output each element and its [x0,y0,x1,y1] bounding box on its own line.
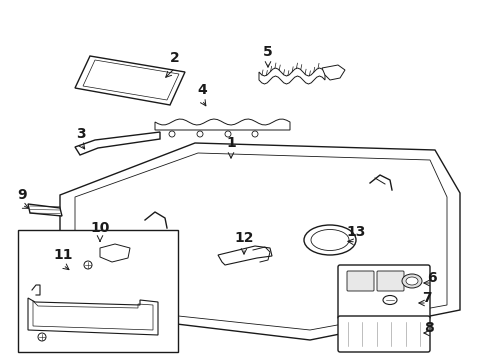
Polygon shape [28,204,62,216]
Text: 2: 2 [170,51,180,65]
Text: 6: 6 [427,271,436,285]
Polygon shape [75,132,160,155]
FancyBboxPatch shape [337,265,429,319]
Polygon shape [75,56,184,105]
Polygon shape [155,119,289,130]
Polygon shape [60,143,459,340]
Text: 1: 1 [225,136,235,150]
Text: 7: 7 [421,291,431,305]
Ellipse shape [382,296,396,305]
Polygon shape [259,68,325,84]
Polygon shape [28,298,158,335]
Polygon shape [321,65,345,80]
FancyBboxPatch shape [376,271,403,291]
Ellipse shape [310,230,348,251]
Text: 3: 3 [76,127,85,141]
Text: 4: 4 [197,83,206,97]
Text: 13: 13 [346,225,365,239]
Polygon shape [100,244,130,262]
Text: 9: 9 [17,188,27,202]
FancyBboxPatch shape [346,271,373,291]
Text: 11: 11 [53,248,73,262]
Text: 8: 8 [423,321,433,335]
Ellipse shape [304,225,355,255]
Text: 5: 5 [263,45,272,59]
Text: 12: 12 [234,231,253,245]
FancyBboxPatch shape [337,316,429,352]
Ellipse shape [401,274,421,288]
Polygon shape [218,246,271,265]
Ellipse shape [405,277,417,285]
Text: 10: 10 [90,221,109,235]
Bar [18,230,178,352]
